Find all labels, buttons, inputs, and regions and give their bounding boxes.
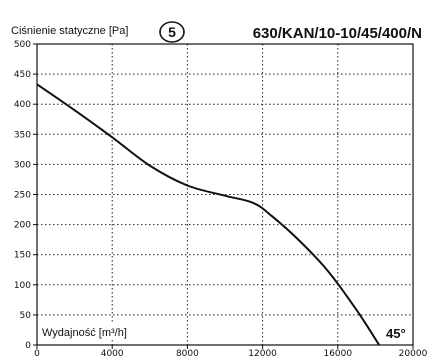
blade-angle-label: 45° — [386, 326, 406, 341]
y-tick-label: 500 — [14, 40, 31, 50]
y-tick-label: 400 — [14, 100, 31, 110]
pressure-curve — [36, 83, 381, 346]
angle-label-background — [382, 324, 412, 341]
x-tick-label: 8000 — [176, 349, 199, 359]
x-axis-label: Wydajność [m³/h] — [42, 327, 127, 339]
y-axis-ticks: 0 50 100 150 200 250 300 350 400 450 500 — [14, 40, 37, 351]
y-tick-label: 450 — [14, 70, 31, 80]
y-tick-label: 100 — [14, 281, 31, 291]
y-axis-label: Ciśnienie statyczne [Pa] — [11, 25, 128, 37]
y-tick-label: 200 — [14, 221, 31, 231]
badge-circle — [159, 21, 185, 43]
y-tick-label: 350 — [14, 130, 31, 140]
model-title: 630/KAN/10-10/45/400/N — [253, 25, 422, 42]
x-tick-label: 12000 — [248, 349, 277, 359]
x-tick-label: 20000 — [399, 349, 428, 359]
grid-lines — [37, 44, 413, 345]
x-axis-ticks: 0 4000 8000 12000 16000 20000 — [34, 345, 428, 359]
xlabel-background — [40, 322, 152, 340]
y-tick-label: 250 — [14, 191, 31, 201]
x-tick-label: 4000 — [101, 349, 124, 359]
y-tick-label: 0 — [25, 341, 31, 351]
x-tick-label: 16000 — [323, 349, 352, 359]
y-tick-label: 150 — [14, 251, 31, 261]
y-tick-label: 300 — [14, 160, 31, 170]
x-tick-label: 0 — [34, 349, 40, 359]
y-tick-label: 50 — [20, 311, 32, 321]
badge-number: 5 — [168, 24, 176, 40]
